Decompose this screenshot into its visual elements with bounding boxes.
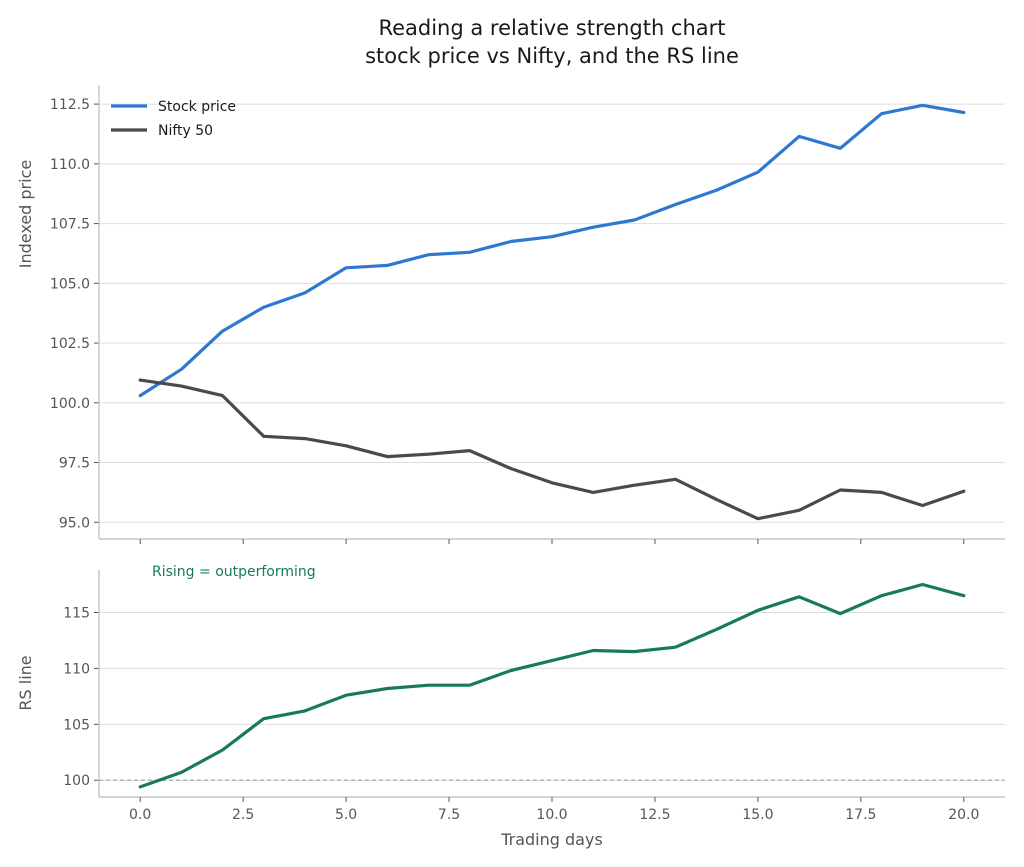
x-tick-label: 20.0 — [948, 807, 979, 823]
rs-y-tick-label: 115 — [63, 605, 90, 621]
series-line-rs — [138, 582, 966, 789]
series-line-nifty-50 — [138, 378, 966, 521]
legend-label-nifty-50: Nifty 50 — [158, 123, 213, 139]
price-y-tick-label: 105.0 — [50, 276, 90, 292]
x-tick-label: 7.5 — [438, 807, 460, 823]
x-tick-label: 17.5 — [845, 807, 876, 823]
rs-y-tick-label: 100 — [63, 773, 90, 789]
x-tick-label: 12.5 — [639, 807, 670, 823]
series-line-stock-price — [138, 103, 966, 398]
chart-title-line-1: Reading a relative strength chart — [378, 16, 725, 40]
x-tick-label: 10.0 — [536, 807, 567, 823]
price-y-tick-label: 107.5 — [50, 217, 90, 233]
chart-title-line-2: stock price vs Nifty, and the RS line — [365, 44, 739, 68]
price-y-tick-label: 100.0 — [50, 396, 90, 412]
rs-panel: 100 105 110 115 0.0 2.5 5.0 7.5 10.0 12.5 15.0 17.5… — [16, 564, 1005, 823]
rs-y-tick-label: 110 — [63, 661, 90, 677]
price-y-tick-label: 102.5 — [50, 336, 90, 352]
x-axis-label: Trading days — [500, 830, 603, 849]
x-tick-label: 0.0 — [129, 807, 151, 823]
price-y-tick-label: 110.0 — [50, 157, 90, 173]
x-tick-label: 2.5 — [232, 807, 254, 823]
price-y-tick-label: 97.5 — [59, 456, 90, 472]
rs-y-axis-label: RS line — [16, 655, 35, 710]
price-y-tick-label: 95.0 — [59, 515, 90, 531]
rs-annotation: Rising = outperforming — [152, 564, 316, 580]
x-tick-label: 5.0 — [335, 807, 357, 823]
price-y-tick-label: 112.5 — [50, 97, 90, 113]
rs-y-tick-label: 105 — [63, 717, 90, 733]
price-panel: 95.0 97.5 100.0 102.5 105.0 107.5 110.0 112.5 In… — [16, 85, 1005, 544]
price-y-axis-label: Indexed price — [16, 160, 35, 268]
legend-label-stock-price: Stock price — [158, 99, 236, 115]
x-tick-label: 15.0 — [742, 807, 773, 823]
